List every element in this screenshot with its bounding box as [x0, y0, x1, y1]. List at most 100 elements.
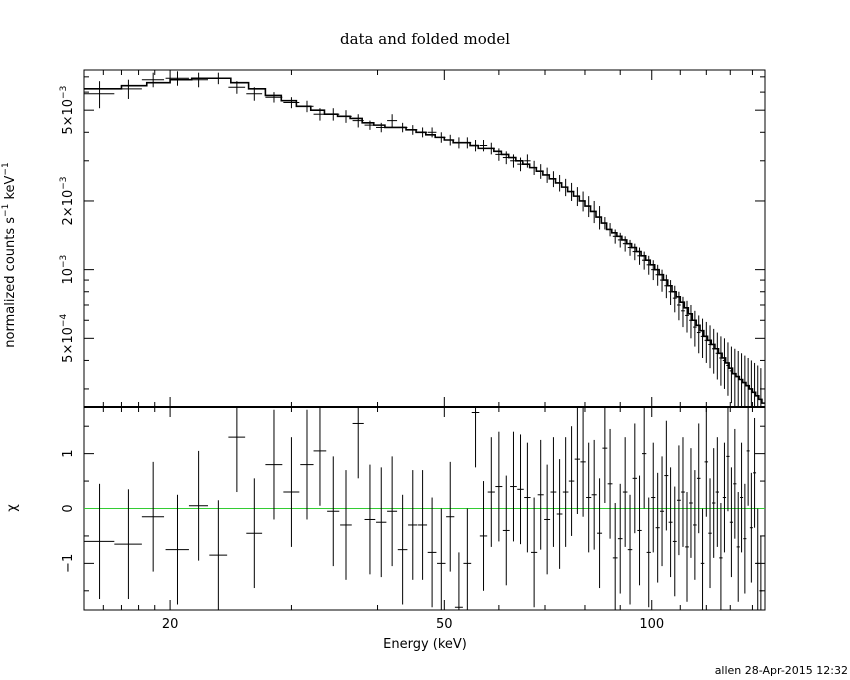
residual-point: [228, 407, 246, 493]
data-point: [550, 171, 557, 188]
data-point: [300, 100, 314, 113]
residual-point: [591, 439, 597, 550]
residual-point: [265, 409, 283, 520]
data-point: [622, 236, 628, 252]
y-tick-label: 0: [61, 504, 76, 512]
residual-point: [722, 442, 727, 553]
top-panel-tick-labels: 5×10−410−32×10−35×10−3: [59, 86, 76, 363]
residual-point: [352, 407, 364, 479]
residual-point: [696, 423, 701, 534]
data-point: [188, 72, 208, 88]
tick-exponent: −3: [59, 255, 69, 268]
data-point: [685, 300, 689, 333]
top-panel-ticks: [84, 70, 765, 407]
residual-point: [632, 423, 638, 534]
data-point: [397, 122, 408, 133]
data-point: [753, 362, 757, 407]
data-point: [283, 97, 300, 109]
residual-point: [660, 456, 665, 567]
data-point: [463, 137, 472, 149]
data-point: [711, 328, 716, 374]
residual-point: [685, 492, 689, 602]
residual-point: [550, 437, 557, 547]
residual-point: [502, 475, 510, 586]
residual-point: [749, 472, 753, 583]
data-point: [597, 206, 603, 230]
data-point: [524, 154, 531, 168]
residual-point: [556, 459, 563, 569]
data-point: [749, 360, 753, 407]
data-point: [165, 71, 189, 86]
ylabel-part-4: −1: [1, 162, 11, 175]
residual-point: [676, 445, 681, 556]
residual-point: [681, 437, 685, 547]
y-tick-label: 5×10−3: [59, 86, 76, 135]
residual-point: [689, 448, 693, 558]
residual-point: [246, 478, 263, 589]
data-point: [602, 217, 608, 230]
data-point: [228, 81, 246, 94]
data-point: [568, 182, 575, 201]
data-point: [726, 342, 730, 396]
data-point: [418, 127, 428, 138]
bottom-panel-tick-labels: 1 0 −1 20 50 100: [61, 449, 664, 632]
y-tick-label: −1: [61, 554, 76, 573]
residual-point: [597, 478, 603, 589]
tick-exponent: −3: [59, 86, 69, 99]
data-point: [114, 79, 142, 99]
data-point: [544, 167, 551, 183]
residual-point: [313, 407, 327, 506]
data-point: [352, 114, 364, 128]
data-point: [733, 348, 737, 407]
data-point: [580, 191, 586, 212]
data-point: [246, 87, 263, 101]
residual-point: [537, 439, 544, 550]
data-point: [502, 151, 510, 165]
data-point: [141, 72, 165, 88]
residual-point: [495, 431, 503, 542]
data-point: [607, 223, 613, 237]
residual-point: [446, 461, 455, 572]
data-point: [676, 291, 681, 321]
residual-point: [84, 483, 115, 600]
x-tick-label: 20: [162, 617, 179, 632]
residual-point: [463, 508, 472, 610]
residual-point: [733, 428, 737, 539]
residual-point: [756, 508, 760, 610]
data-point: [756, 365, 760, 407]
data-point: [364, 120, 376, 130]
data-point: [586, 196, 592, 218]
data-point: [531, 160, 538, 175]
residual-point: [637, 475, 642, 586]
residual-point: [300, 409, 314, 520]
data-point: [612, 229, 618, 244]
residual-point: [736, 492, 740, 602]
residual-point: [209, 500, 228, 610]
residual-point: [607, 428, 613, 539]
data-point: [746, 357, 750, 407]
data-point: [651, 260, 656, 281]
tick-mantissa: 5×10: [61, 327, 76, 363]
y-axis-label-top: normalized counts s−1 keV−1: [1, 162, 18, 347]
data-point: [722, 338, 727, 389]
residual-point: [642, 407, 647, 509]
data-point: [408, 125, 418, 135]
data-point: [660, 269, 665, 292]
residual-point: [700, 508, 705, 610]
residual-point: [726, 407, 730, 512]
residual-point: [364, 464, 376, 575]
data-point: [632, 243, 638, 261]
residual-point: [340, 470, 352, 580]
data-point: [617, 232, 623, 248]
residual-point: [617, 483, 623, 594]
data-point: [681, 296, 685, 328]
residual-point: [283, 437, 300, 547]
data-point: [693, 310, 697, 347]
residual-point: [524, 442, 531, 553]
residual-point: [568, 426, 575, 536]
residual-point: [454, 552, 463, 610]
x-axis-label: Energy (keV): [383, 637, 467, 652]
top-panel: 5×10−410−32×10−35×10−3: [59, 69, 766, 408]
residual-point: [622, 437, 628, 547]
ylabel-part-3: keV: [3, 175, 18, 203]
